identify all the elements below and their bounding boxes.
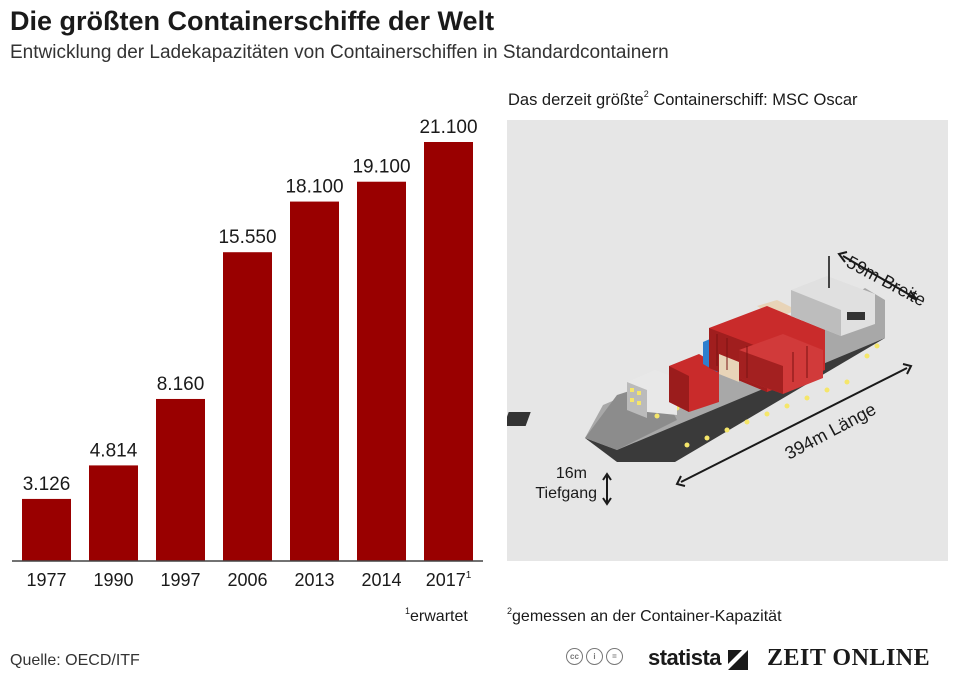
- bar-value-label: 4.814: [90, 440, 138, 461]
- draft-arrow: [602, 472, 612, 506]
- footnote-expected: 1erwartet: [405, 606, 468, 625]
- x-tick-label: 1997: [160, 570, 200, 590]
- ship-illustration: 59m Breite 394m Länge 16m Tiefgang: [503, 251, 929, 506]
- cc-icon: cc: [566, 648, 583, 665]
- statista-mark-icon: [728, 650, 748, 670]
- x-tick-label: 2014: [361, 570, 401, 590]
- x-tick-label: 2006: [227, 570, 267, 590]
- zeit-online-logo: ZEIT ONLINE: [767, 645, 931, 671]
- bar-value-label: 18.100: [285, 177, 343, 198]
- ship-title-sup: 2: [643, 89, 649, 99]
- bar-value-label: 21.100: [419, 117, 477, 138]
- license-icons: cc i =: [566, 648, 623, 665]
- bar-1977: [22, 498, 71, 561]
- footnote-measured: 2gemessen an der Container-Kapazität: [507, 606, 782, 625]
- ship-title-main: Das derzeit größte: [508, 91, 644, 109]
- chart-subtitle: Entwicklung der Ladekapazitäten von Cont…: [10, 42, 669, 63]
- bar-value-label: 3.126: [23, 474, 71, 495]
- x-tick-label: 1977: [26, 570, 66, 590]
- hatch: [503, 412, 531, 426]
- bar-2017: [424, 142, 473, 561]
- bar-value-label: 19.100: [352, 157, 410, 178]
- by-icon: i: [586, 648, 603, 665]
- draft-label: Tiefgang: [535, 485, 597, 502]
- statista-logo: statista: [648, 645, 722, 670]
- draft-value: 16m: [556, 465, 587, 482]
- bar-1997: [156, 398, 205, 561]
- bar-2013: [290, 201, 339, 561]
- length-label: 394m Länge: [781, 399, 879, 464]
- width-arrow: [837, 251, 918, 301]
- x-tick-label: 1990: [93, 570, 133, 590]
- ship-illustration-panel: 59m Breite 394m Länge 16m Tiefgang: [503, 120, 948, 561]
- x-tick-label: 20171: [426, 570, 472, 590]
- bar-2006: [223, 252, 272, 561]
- chart-title: Die größten Containerschiffe der Welt: [10, 6, 495, 36]
- length-arrow: [675, 363, 913, 487]
- ship-title-rest: Containerschiff: MSC Oscar: [648, 91, 858, 109]
- containers: [669, 300, 825, 412]
- x-tick-label: 2013: [294, 570, 334, 590]
- bar-value-label: 8.160: [157, 374, 205, 395]
- nd-icon: =: [606, 648, 623, 665]
- bar-value-label: 15.550: [218, 227, 276, 248]
- bar-2014: [357, 181, 406, 561]
- ship-title: Das derzeit größte2 Containerschiff: MSC…: [508, 89, 858, 110]
- bar-chart: 3.126 1977 4.814 1990 8.160 1997 15.550 2006 18.…: [12, 117, 483, 590]
- source-label: Quelle: OECD/ITF: [10, 652, 140, 669]
- bar-1990: [89, 465, 138, 561]
